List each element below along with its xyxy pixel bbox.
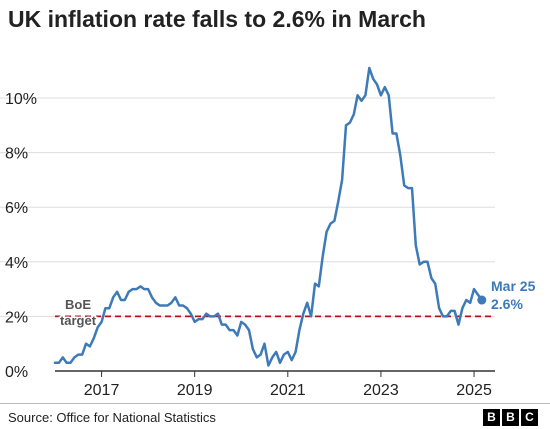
y-tick-label: 8% xyxy=(5,146,28,163)
y-tick-label: 4% xyxy=(5,255,28,272)
chart-title: UK inflation rate falls to 2.6% in March xyxy=(8,6,426,32)
x-tick-label: 2017 xyxy=(84,382,120,399)
source-note: Source: Office for National Statistics xyxy=(8,410,216,425)
footer-divider xyxy=(0,403,550,404)
end-label-line: Mar 25 xyxy=(491,278,536,294)
y-axis-labels: 0% 2% 4% 6% 8% 10% xyxy=(5,91,37,381)
x-tick-label: 2019 xyxy=(177,382,213,399)
y-tick-label: 10% xyxy=(5,91,37,108)
series-layer xyxy=(53,66,487,367)
grid-lines xyxy=(0,97,495,317)
logo-letter-c: C xyxy=(521,409,538,426)
x-axis: 2017 2019 2021 2023 2025 xyxy=(55,370,495,399)
y-tick-label: 2% xyxy=(5,309,28,326)
end-label: Mar 25 2.6% xyxy=(491,278,536,312)
x-tick-label: 2025 xyxy=(456,382,492,399)
target-label: BoE xyxy=(65,297,91,312)
x-tick-label: 2023 xyxy=(363,382,399,399)
bbc-logo: B B C xyxy=(483,409,538,426)
latest-point xyxy=(477,295,487,305)
end-label-line: 2.6% xyxy=(491,296,523,312)
inflation-series-line xyxy=(53,66,484,367)
x-tick-label: 2021 xyxy=(270,382,306,399)
logo-letter-b2: B xyxy=(502,409,519,426)
y-tick-label: 0% xyxy=(5,364,28,381)
target-label: target xyxy=(60,313,97,328)
y-tick-label: 6% xyxy=(5,200,28,217)
logo-letter-b1: B xyxy=(483,409,500,426)
